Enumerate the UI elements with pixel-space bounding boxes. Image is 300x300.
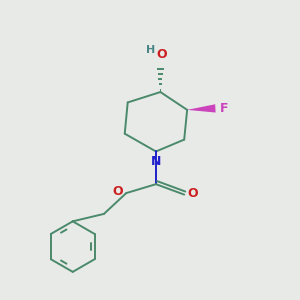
Text: O: O xyxy=(112,185,123,198)
Text: O: O xyxy=(187,188,198,200)
Text: O: O xyxy=(157,48,167,62)
Text: N: N xyxy=(151,155,161,168)
Polygon shape xyxy=(187,104,216,112)
Text: H: H xyxy=(146,46,155,56)
Text: F: F xyxy=(220,102,228,115)
